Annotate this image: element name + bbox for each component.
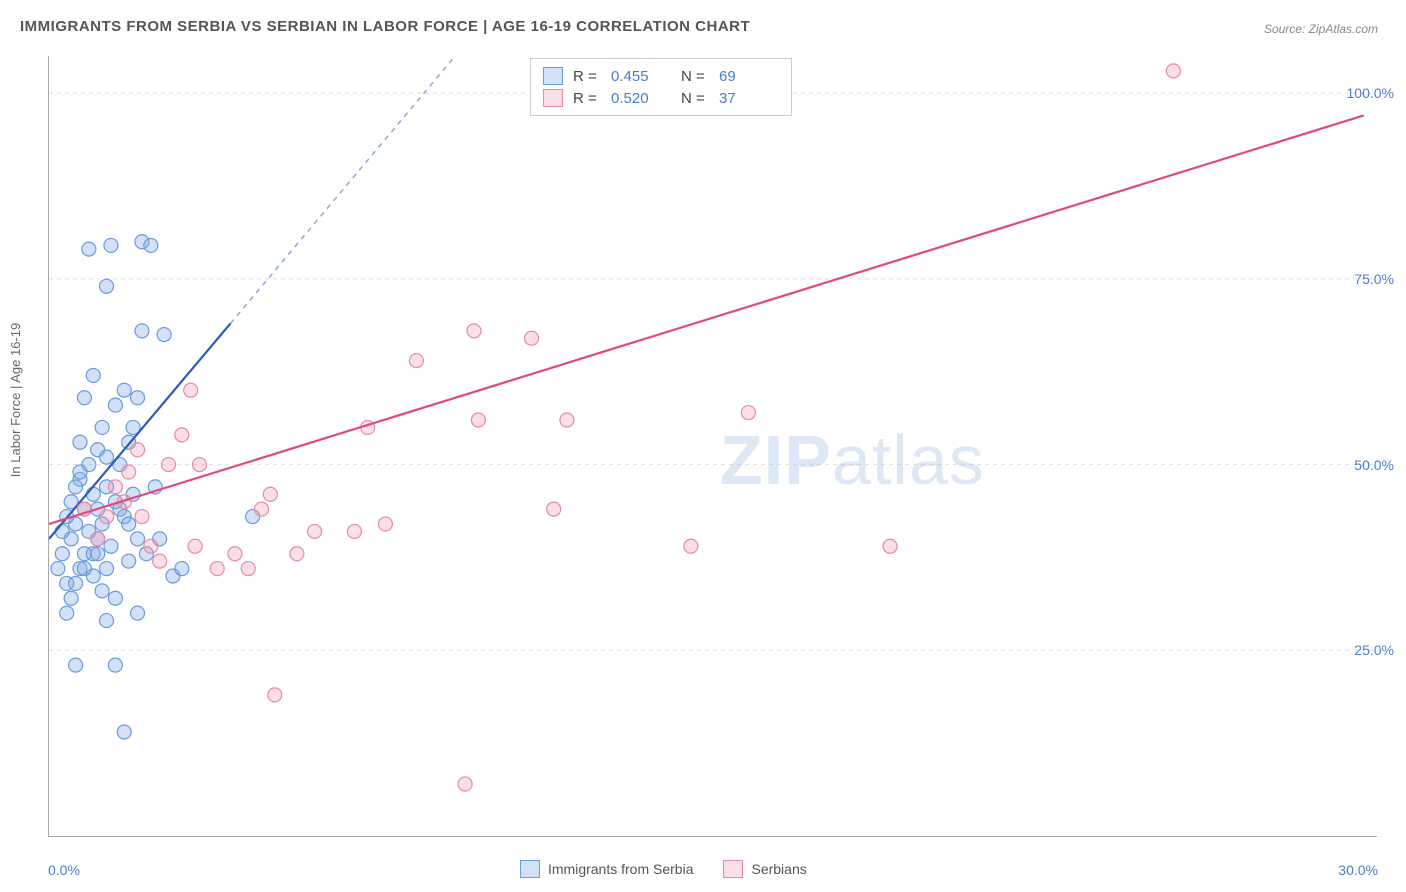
- n-value-1: 69: [719, 68, 779, 85]
- y-tick-label: 75.0%: [1354, 271, 1394, 287]
- x-tick-max: 30.0%: [1338, 862, 1378, 878]
- legend-row-series-2: R = 0.520 N = 37: [543, 87, 779, 109]
- legend-item-2: Serbians: [723, 860, 806, 878]
- n-label: N =: [681, 90, 709, 107]
- scatter-chart: [49, 56, 1377, 836]
- r-label: R =: [573, 90, 601, 107]
- plot-area: [48, 56, 1377, 837]
- legend-item-1: Immigrants from Serbia: [520, 860, 693, 878]
- swatch-series-1: [543, 67, 563, 85]
- y-axis-label: In Labor Force | Age 16-19: [8, 323, 23, 477]
- n-value-2: 37: [719, 90, 779, 107]
- chart-title: IMMIGRANTS FROM SERBIA VS SERBIAN IN LAB…: [20, 18, 750, 35]
- correlation-legend: R = 0.455 N = 69 R = 0.520 N = 37: [530, 58, 792, 116]
- y-tick-label: 50.0%: [1354, 457, 1394, 473]
- legend-label-1: Immigrants from Serbia: [548, 861, 693, 877]
- swatch-series-2: [723, 860, 743, 878]
- r-label: R =: [573, 68, 601, 85]
- y-tick-label: 100.0%: [1347, 85, 1394, 101]
- x-tick-min: 0.0%: [48, 862, 80, 878]
- r-value-1: 0.455: [611, 68, 671, 85]
- legend-label-2: Serbians: [751, 861, 806, 877]
- y-tick-label: 25.0%: [1354, 642, 1394, 658]
- series-legend: Immigrants from Serbia Serbians: [520, 860, 807, 878]
- n-label: N =: [681, 68, 709, 85]
- source-attribution: Source: ZipAtlas.com: [1264, 22, 1378, 36]
- swatch-series-1: [520, 860, 540, 878]
- legend-row-series-1: R = 0.455 N = 69: [543, 65, 779, 87]
- swatch-series-2: [543, 89, 563, 107]
- r-value-2: 0.520: [611, 90, 671, 107]
